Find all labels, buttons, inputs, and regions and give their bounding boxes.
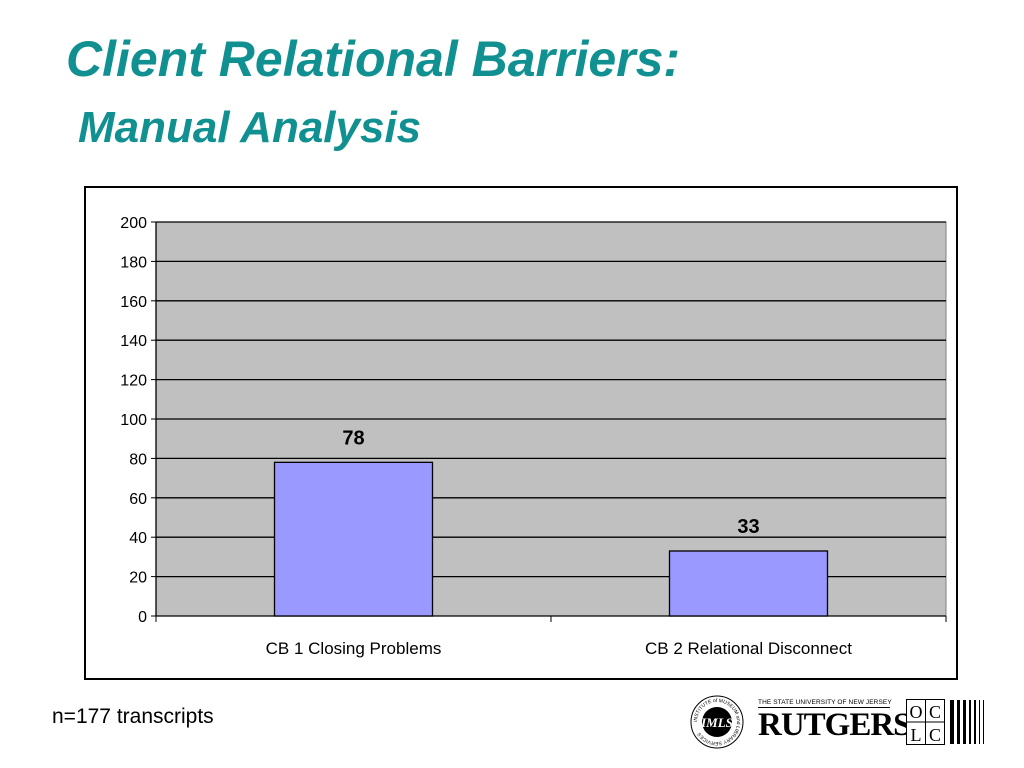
svg-text:C: C [929, 702, 941, 722]
rutgers-logo: THE STATE UNIVERSITY OF NEW JERSEY RUTGE… [758, 699, 912, 745]
bar-chart: 0 20 40 60 80 100 120 140 160 180 200 78 CB 1 Closin… [120, 215, 947, 658]
svg-text:O: O [910, 702, 923, 722]
rutgers-tagline: THE STATE UNIVERSITY OF NEW JERSEY [758, 699, 892, 708]
slide-subtitle: Manual Analysis [78, 103, 422, 152]
x-tick-label: CB 2 Relational Disconnect [645, 639, 852, 658]
svg-text:IMLS: IMLS [700, 715, 733, 730]
chart-frame: 0 20 40 60 80 100 120 140 160 180 200 78 CB 1 Closin… [84, 186, 958, 680]
y-tick-label: 200 [120, 215, 147, 232]
slide-title: Client Relational Barriers: [66, 31, 681, 87]
oclc-logo: O C L C [906, 699, 984, 745]
bar [668, 550, 829, 617]
y-tick-label: 140 [120, 333, 147, 350]
svg-text:L: L [911, 725, 922, 745]
logo-strip: INSTITUTE of MUSEUM and LIBRARY SERVICES… [690, 693, 996, 751]
bar [273, 461, 434, 617]
rutgers-wordmark: RUTGERS [758, 707, 912, 743]
y-tick-label: 120 [120, 373, 147, 390]
svg-text:C: C [929, 725, 941, 745]
y-tick-label: 20 [129, 570, 147, 587]
y-tick-label: 100 [120, 412, 147, 429]
imls-logo: INSTITUTE of MUSEUM and LIBRARY SERVICES… [690, 695, 744, 749]
data-label: 78 [342, 427, 364, 449]
sample-size-note: n=177 transcripts [52, 705, 214, 728]
y-tick-label: 60 [129, 491, 147, 508]
y-tick-label: 80 [129, 451, 147, 468]
y-tick-label: 40 [129, 530, 147, 547]
data-label: 33 [737, 516, 759, 538]
x-tick-label: CB 1 Closing Problems [266, 639, 442, 658]
y-tick-label: 0 [138, 609, 147, 626]
y-tick-label: 160 [120, 294, 147, 311]
y-tick-label: 180 [120, 254, 147, 271]
